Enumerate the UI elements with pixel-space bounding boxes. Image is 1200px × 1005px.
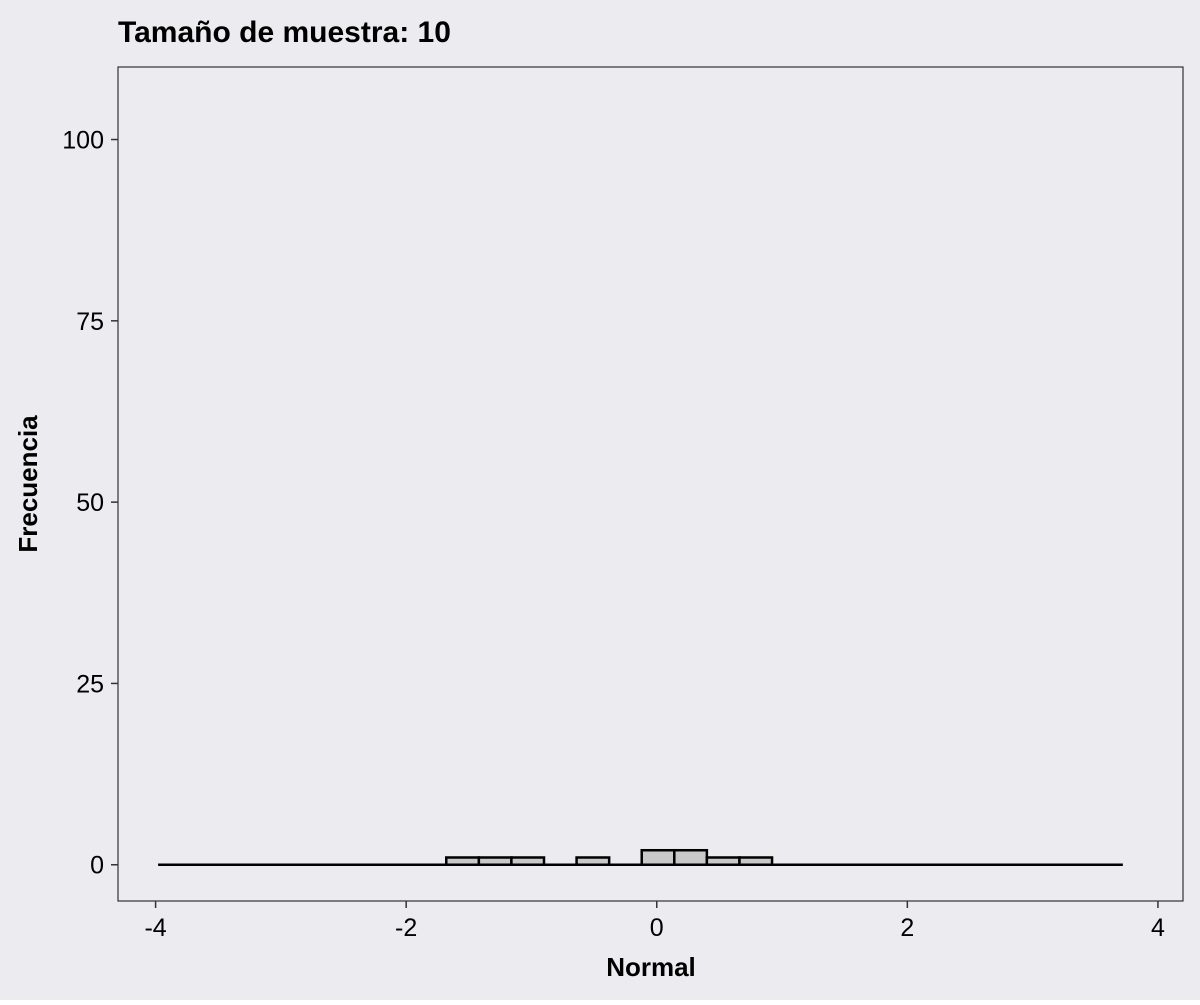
x-axis: -4 -2 0 2 4 [144,901,1165,942]
histogram-bar [705,856,741,866]
histogram-bar [738,856,774,866]
x-tick-label: 4 [1151,914,1165,942]
histogram-bar [575,856,611,866]
histogram-bar [477,856,513,866]
x-tick-label: 0 [650,914,664,942]
histogram-bars [158,848,1123,866]
histogram-bar [640,848,676,866]
chart-title: Tamaño de muestra: 10 [118,16,451,49]
x-tick-label: 2 [900,914,914,942]
y-tick-label: 0 [90,852,104,880]
plot-panel [117,66,1184,902]
y-tick-label: 25 [76,670,104,698]
y-tick-label: 50 [76,489,104,517]
x-axis-label: Normal [606,952,696,982]
y-tick-label: 100 [62,127,104,155]
y-axis: 0 25 50 75 100 [62,127,118,880]
y-tick-label: 75 [76,308,104,336]
x-tick-label: -4 [144,914,166,942]
histogram-bar [673,848,709,866]
histogram-bar [445,856,481,866]
x-tick-label: -2 [395,914,417,942]
histogram-bar [510,856,546,866]
y-axis-label: Frecuencia [13,415,43,553]
